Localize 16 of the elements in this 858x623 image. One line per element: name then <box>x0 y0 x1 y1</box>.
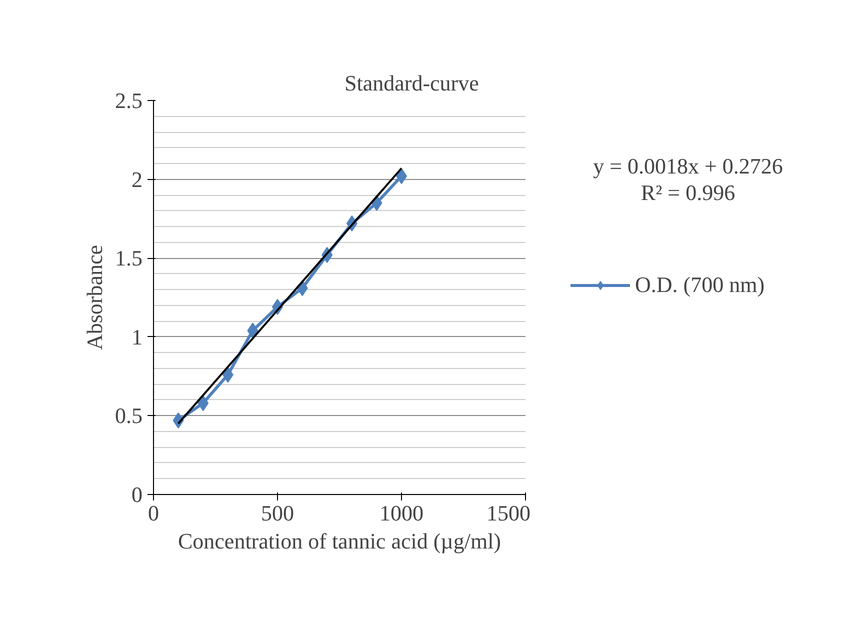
y-tick-label: 0.5 <box>115 403 142 428</box>
y-tick-label: 1.5 <box>115 246 142 271</box>
y-axis-title: Absorbance <box>82 244 107 350</box>
chart-title: Standard-curve <box>344 70 479 96</box>
x-axis-title: Concentration of tannic acid (µg/ml) <box>178 528 502 554</box>
legend-label: O.D. (700 nm) <box>635 272 765 298</box>
x-tick-label: 1000 <box>380 500 424 526</box>
y-tick-label: 0 <box>132 482 142 507</box>
text: R² = 0.996 <box>640 180 736 205</box>
x-tick-label: 1500 <box>486 500 530 526</box>
y-tick-label: 1 <box>132 324 142 350</box>
x-tick-label: 0 <box>148 500 159 526</box>
y-tick-label: 2 <box>132 166 142 192</box>
x-tick-label: 500 <box>261 500 294 526</box>
text: y = 0.0018x + 0.2726 <box>593 154 783 179</box>
y-tick-label: 2.5 <box>115 88 142 113</box>
